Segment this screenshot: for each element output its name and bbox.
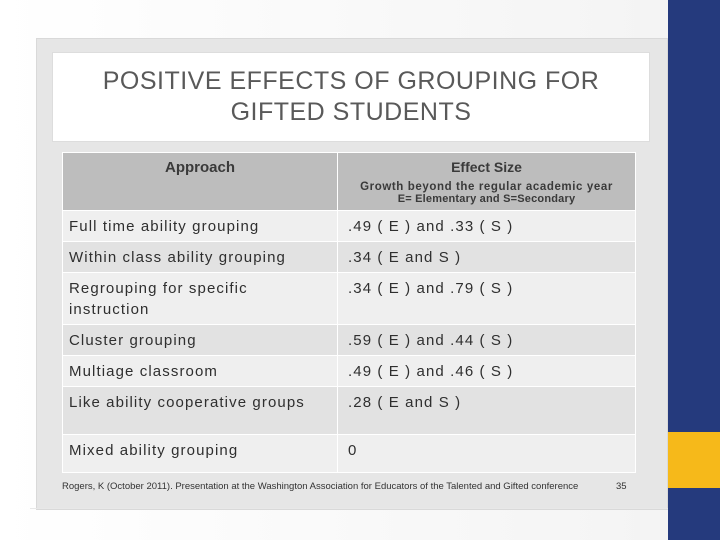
table-row: Regrouping for specific instruction .34 … xyxy=(62,272,636,325)
header-effect-size: Effect Size Growth beyond the regular ac… xyxy=(337,152,636,211)
row-approach: Full time ability grouping xyxy=(62,210,338,242)
table-header-row: Approach Effect Size Growth beyond the r… xyxy=(62,152,636,211)
accent-bar-navy xyxy=(668,0,720,432)
table-row: Within class ability grouping .34 ( E an… xyxy=(62,241,636,273)
page-number: 35 xyxy=(616,481,627,492)
row-approach: Within class ability grouping xyxy=(62,241,338,273)
row-approach: Regrouping for specific instruction xyxy=(62,272,338,325)
header-approach: Approach xyxy=(62,152,338,211)
table-row: Full time ability grouping .49 ( E ) and… xyxy=(62,210,636,242)
effect-size-table: Approach Effect Size Growth beyond the r… xyxy=(62,152,636,473)
row-approach: Cluster grouping xyxy=(62,324,338,356)
citation-footer: Rogers, K (October 2011). Presentation a… xyxy=(62,481,662,492)
slide-title: POSITIVE EFFECTS OF GROUPING FOR GIFTED … xyxy=(102,67,600,126)
row-effect: 0 xyxy=(337,434,636,473)
row-effect: .34 ( E and S ) xyxy=(337,241,636,273)
table-row: Cluster grouping .59 ( E ) and .44 ( S ) xyxy=(62,324,636,356)
table-row: Like ability cooperative groups .28 ( E … xyxy=(62,386,636,435)
table-row: Multiage classroom .49 ( E ) and .46 ( S… xyxy=(62,355,636,387)
row-approach: Like ability cooperative groups xyxy=(62,386,338,435)
table-row: Mixed ability grouping 0 xyxy=(62,434,636,473)
accent-bar-navy-bottom xyxy=(668,488,720,540)
row-effect: .49 ( E ) and .46 ( S ) xyxy=(337,355,636,387)
row-approach: Multiage classroom xyxy=(62,355,338,387)
row-effect: .49 ( E ) and .33 ( S ) xyxy=(337,210,636,242)
accent-bar-gold xyxy=(668,432,720,488)
header-effect-note-growth: Growth beyond the regular academic year xyxy=(360,181,613,193)
citation-text: Rogers, K (October 2011). Presentation a… xyxy=(62,481,579,492)
row-approach: Mixed ability grouping xyxy=(62,434,338,473)
row-effect: .28 ( E and S ) xyxy=(337,386,636,435)
title-box: POSITIVE EFFECTS OF GROUPING FOR GIFTED … xyxy=(52,52,650,142)
bottom-divider xyxy=(30,508,668,509)
row-effect: .34 ( E ) and .79 ( S ) xyxy=(337,272,636,325)
header-effect-note-legend: E= Elementary and S=Secondary xyxy=(397,193,576,205)
row-effect: .59 ( E ) and .44 ( S ) xyxy=(337,324,636,356)
header-effect-title: Effect Size xyxy=(451,159,522,175)
